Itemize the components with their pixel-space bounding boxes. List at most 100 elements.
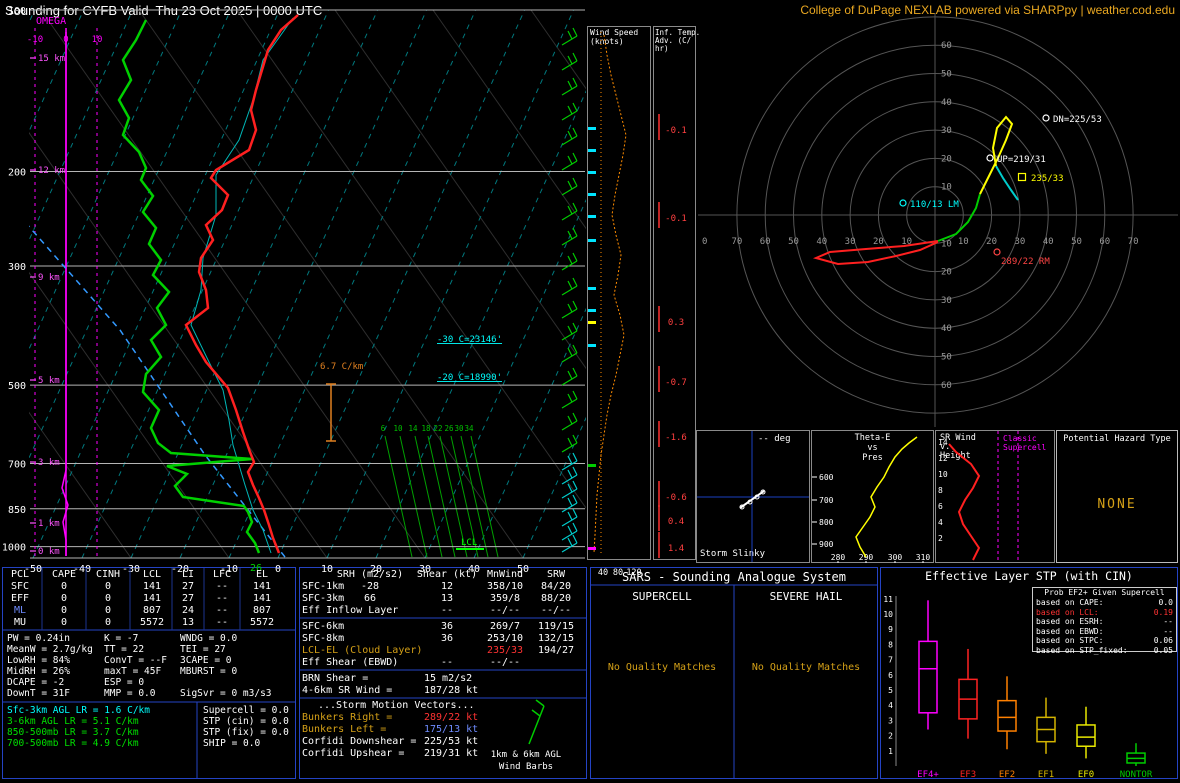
kin-extra-value: 187/28 kt [424, 685, 479, 696]
composite-index: STP (cin) = 0.0 [203, 716, 289, 727]
svg-text:14: 14 [408, 424, 418, 433]
stp-legend-rows: based on CAPE: 0.0 based on LCL: 0.19 based … [1033, 598, 1176, 655]
skewt-annotations: 6.7 C/km -30 C=23146' -20 C=18990' LCL 26 [250, 335, 502, 574]
thermo-stat: MBURST = 0 [180, 666, 238, 677]
wind-speed-title-2: (knots) [590, 37, 624, 46]
svg-text:30: 30 [941, 126, 952, 136]
svg-text:15 km: 15 km [38, 54, 65, 64]
parcel-trace [29, 225, 286, 558]
parcel-cell: 0 [104, 605, 112, 616]
parcel-cell: 0 [104, 617, 112, 628]
omega-axis: OMEGA-10 0 10 [27, 16, 103, 556]
thermo-stat: ESP = 0 [104, 677, 145, 688]
kinematics-table-panel [299, 567, 587, 779]
parcel-cell: 807 [142, 605, 162, 616]
kin-cell: 235/33 [486, 645, 524, 656]
kin-row-label: SFC-3km [302, 593, 345, 604]
composite-index: STP (fix) = 0.0 [203, 727, 289, 738]
stp-legend-row: based on STP_fixed: 0.05 [1036, 645, 1173, 655]
parcel-cell: 27 [181, 581, 195, 592]
lapse-rate: 700-500mb LR = 4.9 C/km [7, 738, 139, 749]
storm-vector-label: Bunkers Left = [302, 724, 387, 735]
barb-note: Wind Barbs [498, 762, 554, 772]
lapse-rate: 850-500mb LR = 3.7 C/km [7, 727, 139, 738]
kin-cell: 119/15 [537, 621, 575, 632]
sars-panel [590, 567, 878, 779]
wetbulb-trace [190, 17, 294, 554]
storm-vector-label: Bunkers Right = [302, 712, 393, 723]
stp-legend-row: based on ESRH: -- [1036, 617, 1173, 626]
svg-text:0: 0 [702, 237, 707, 247]
temp-advection-panel [653, 26, 696, 560]
wind-speed-panel [587, 26, 651, 560]
svg-text:34: 34 [464, 424, 474, 433]
parcel-cell: 24 [181, 605, 195, 616]
svg-text:DN=225/53: DN=225/53 [1053, 115, 1102, 125]
parcel-cell: 0 [60, 581, 68, 592]
dewpoint-trace [117, 19, 261, 554]
svg-text:50: 50 [941, 353, 952, 363]
svg-text:3 km: 3 km [38, 458, 60, 468]
parcel-cell: 5572 [139, 617, 165, 628]
svg-text:-30 C=23146': -30 C=23146' [437, 335, 502, 345]
svg-text:289/22 RM: 289/22 RM [1001, 257, 1050, 267]
svg-text:60: 60 [760, 237, 771, 247]
parcel-cell: 0 [60, 605, 68, 616]
svg-text:10: 10 [393, 424, 403, 433]
parcel-row-EFF: EFF [10, 593, 30, 604]
svg-text:40: 40 [1043, 237, 1054, 247]
kin-cell: -- [440, 605, 454, 616]
kin-row-label: Eff Shear (EBWD) [302, 657, 399, 668]
lapse-rate: Sfc-3km AGL LR = 1.6 C/km [7, 705, 150, 716]
thermo-stat: DownT = 31F [7, 688, 70, 699]
svg-text:22: 22 [433, 424, 442, 433]
composite-index: Supercell = 0.0 [203, 705, 289, 716]
mixing-ratio-lines [384, 435, 499, 558]
svg-text:30: 30 [454, 424, 464, 433]
svg-text:9 km: 9 km [38, 273, 60, 283]
storm-vector-label: Corfidi Downshear = [302, 736, 417, 747]
thermo-stat: PW = 0.24in [7, 633, 70, 644]
kin-row-label: SFC-1km [302, 581, 345, 592]
kin-cell: 12 [440, 581, 454, 592]
stp-legend-row: based on STPC: 0.06 [1036, 636, 1173, 645]
storm-motion-header: ...Storm Motion Vectors... [318, 700, 475, 711]
svg-text:200: 200 [8, 168, 26, 179]
sr-wind-title-2: v. [940, 442, 951, 452]
parcel-cell: 0 [60, 617, 68, 628]
thetae-title-2: vs [867, 443, 878, 453]
parcel-cell: 141 [252, 593, 272, 604]
hodograph-markers: DN=225/53 UP=219/31 235/33 110/13 LM 289/22 … [899, 114, 1102, 267]
stp-legend: Prob EF2+ Given Supercell based on CAPE:… [1032, 587, 1177, 655]
parcel-header-CAPE: CAPE [51, 569, 77, 580]
svg-text:10: 10 [92, 35, 103, 45]
stp-legend-row: based on EBWD: -- [1036, 626, 1173, 636]
kin-extra-label: 4-6km SR Wind = [302, 685, 393, 696]
parcel-cell: 5572 [249, 617, 275, 628]
kin-cell: 36 [440, 621, 454, 632]
credit-link[interactable]: College of DuPage NEXLAB powered via SHA… [800, 3, 1175, 17]
svg-text:6: 6 [381, 424, 386, 433]
stp-legend-title: Prob EF2+ Given Supercell [1044, 588, 1165, 597]
barb-note: 1km & 6km AGL [490, 750, 562, 760]
kin-cell: 132/15 [537, 633, 575, 644]
parcel-header-LFC: LFC [212, 569, 232, 580]
parcel-cell: 141 [142, 581, 162, 592]
kin-header: MnWind [486, 569, 524, 580]
svg-text:-10: -10 [27, 35, 43, 45]
svg-text:60: 60 [941, 381, 952, 391]
kin-cell: -- [440, 657, 454, 668]
parcel-cell: 0 [104, 593, 112, 604]
kin-cell: 66 [363, 593, 377, 604]
sr-wind-title-3: Height [940, 451, 971, 461]
omega-trace [61, 32, 69, 556]
svg-text:500: 500 [8, 381, 26, 392]
hazard-panel [1056, 430, 1178, 563]
thermo-stat: K = -7 [104, 633, 139, 644]
svg-text:700: 700 [8, 460, 26, 471]
thermo-stat: SigSvr = 0 m3/s3 [180, 688, 272, 699]
stp-legend-row: based on LCL: 0.19 [1036, 607, 1173, 617]
parcel-header-PCL: PCL [10, 569, 30, 580]
